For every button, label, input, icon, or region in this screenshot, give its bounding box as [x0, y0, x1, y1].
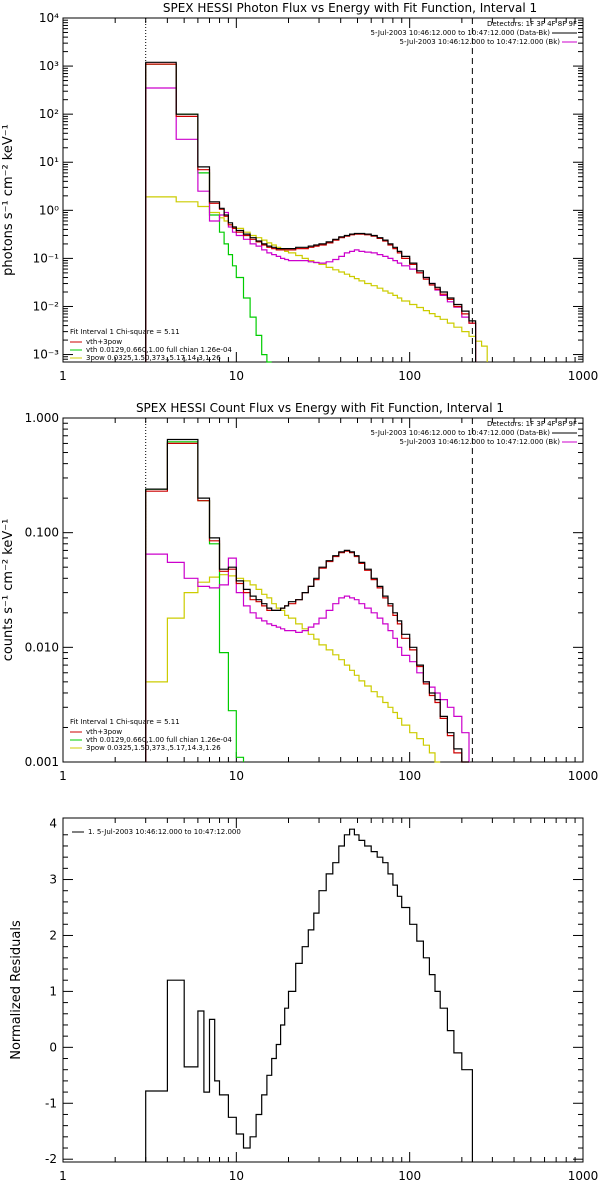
photon-x-tick-label: 100	[398, 369, 421, 383]
count-series-background	[145, 553, 470, 762]
photon-y-tick-label: 10³	[39, 59, 59, 73]
residuals-y-tick-label: -1	[45, 1096, 57, 1110]
count-axes: 1 10 100 1000 0.001 0.010 0.100 1.000	[25, 411, 599, 783]
photon-fit-legend: Fit Interval 1 Chi-square = 5.11 vth+3po…	[70, 328, 232, 362]
photon-time-legend: 5-Jul-2003 10:46:12.000 to 10:47:12.000 …	[371, 29, 577, 46]
count-x-tick-label: 100	[398, 769, 421, 783]
photon-flux-panel: SPEX HESSI Photon Flux vs Energy with Fi…	[1, 1, 577, 362]
residuals-plot-frame	[62, 817, 584, 1163]
photon-y-tick-label: 10⁴	[39, 11, 59, 25]
count-series-data	[145, 438, 469, 763]
residuals-x-tick-label: 10	[229, 1169, 244, 1183]
photon-y-axis-label: photons s⁻¹ cm⁻² keV⁻¹	[1, 124, 16, 276]
count-y-tick-label: 0.100	[25, 526, 59, 540]
photon-axes: 1 10 100 1000 10⁻³ 10⁻² 10⁻¹ 10⁰ 10¹ 10² 10³ 10⁴	[33, 11, 599, 383]
photon-time-legend-bk: 5-Jul-2003 10:46:12.000 to 10:47:12.000 …	[400, 38, 561, 46]
residuals-axes: 1 10 100 1000 -2 -1 0 1 2 3 4	[45, 817, 598, 1183]
photon-plot-frame	[62, 17, 584, 363]
residuals-x-tick-label: 100	[398, 1169, 421, 1183]
count-detector-note: Detectors: 1F 3F 4F 8F 9F	[487, 420, 577, 428]
photon-fit-legend-thermal: vth 0.0129,0.660,1.00 full chian 1.26e-0…	[86, 346, 232, 354]
count-time-legend: 5-Jul-2003 10:46:12.000 to 10:47:12.000 …	[371, 429, 577, 446]
photon-series-data	[145, 61, 477, 362]
photon-x-tick-label: 1000	[568, 369, 599, 383]
count-y-tick-label: 1.000	[25, 411, 59, 425]
residuals-y-tick-label: 4	[49, 817, 57, 831]
photon-detector-note: Detectors: 1F 3F 4F 8F 9F	[487, 20, 577, 28]
count-fit-legend-thermal: vth 0.0129,0.660,1.00 full chian 1.26e-0…	[86, 736, 232, 744]
residuals-series	[145, 828, 473, 1162]
photon-x-tick-label: 1	[59, 369, 67, 383]
count-series-thermal	[145, 441, 245, 762]
photon-y-tick-label: 10⁻¹	[33, 251, 60, 265]
count-time-legend-bk: 5-Jul-2003 10:46:12.000 to 10:47:12.000 …	[400, 438, 561, 446]
count-time-legend-data: 5-Jul-2003 10:46:12.000 to 10:47:12.000 …	[371, 429, 551, 437]
count-plot-frame	[62, 417, 584, 763]
count-x-tick-label: 10	[229, 769, 244, 783]
photon-y-tick-label: 10⁻²	[33, 299, 60, 313]
photon-fit-legend-total: vth+3pow	[86, 338, 122, 346]
photon-x-tick-label: 10	[229, 369, 244, 383]
residuals-y-tick-label: 2	[49, 928, 57, 942]
photon-series-total	[145, 63, 477, 362]
count-fit-legend-header: Fit Interval 1 Chi-square = 5.11	[70, 718, 180, 726]
count-fit-legend-total: vth+3pow	[86, 728, 122, 736]
count-fit-legend: Fit Interval 1 Chi-square = 5.11 vth+3po…	[70, 718, 232, 752]
residuals-x-tick-label: 1000	[568, 1169, 599, 1183]
residuals-panel: Normalized Residuals 1. 5-Jul-2003 10:46…	[9, 828, 241, 1060]
photon-y-tick-label: 10⁰	[39, 203, 59, 217]
residuals-x-tick-label: 1	[59, 1169, 67, 1183]
count-series-total	[145, 442, 469, 763]
count-y-axis-label: counts s⁻¹ cm⁻² keV⁻¹	[1, 519, 16, 662]
residuals-y-tick-label: 0	[49, 1040, 57, 1054]
photon-time-legend-data: 5-Jul-2003 10:46:12.000 to 10:47:12.000 …	[371, 29, 551, 37]
count-x-tick-label: 1000	[568, 769, 599, 783]
count-y-tick-label: 0.010	[25, 640, 59, 654]
photon-series-background	[145, 87, 477, 362]
count-chart-title: SPEX HESSI Count Flux vs Energy with Fit…	[136, 401, 504, 415]
residuals-y-tick-label: 1	[49, 984, 57, 998]
photon-series-thermal	[145, 63, 272, 363]
residuals-y-tick-label: -2	[45, 1152, 57, 1166]
count-y-tick-label: 0.001	[25, 755, 59, 769]
photon-chart-title: SPEX HESSI Photon Flux vs Energy with Fi…	[163, 1, 537, 15]
count-x-tick-label: 1	[59, 769, 67, 783]
photon-fit-legend-powerlaw: 3pow 0.0325,1.50,373.,5.17,14.3,1.26	[86, 354, 221, 362]
count-fit-legend-powerlaw: 3pow 0.0325,1.50,373.,5.17,14.3,1.26	[86, 744, 221, 752]
photon-y-tick-label: 10¹	[39, 155, 59, 169]
count-flux-panel: SPEX HESSI Count Flux vs Energy with Fit…	[1, 401, 577, 752]
residuals-legend: 1. 5-Jul-2003 10:46:12.000 to 10:47:12.0…	[72, 828, 241, 836]
photon-y-tick-label: 10⁻³	[33, 348, 60, 362]
photon-series-power_law	[145, 196, 488, 362]
photon-y-tick-label: 10²	[39, 107, 59, 121]
residuals-legend-label: 1. 5-Jul-2003 10:46:12.000 to 10:47:12.0…	[88, 828, 241, 836]
count-series-power_law	[145, 574, 441, 763]
residuals-y-tick-label: 3	[49, 873, 57, 887]
residuals-y-axis-label: Normalized Residuals	[9, 920, 24, 1060]
photon-fit-legend-header: Fit Interval 1 Chi-square = 5.11	[70, 328, 180, 336]
